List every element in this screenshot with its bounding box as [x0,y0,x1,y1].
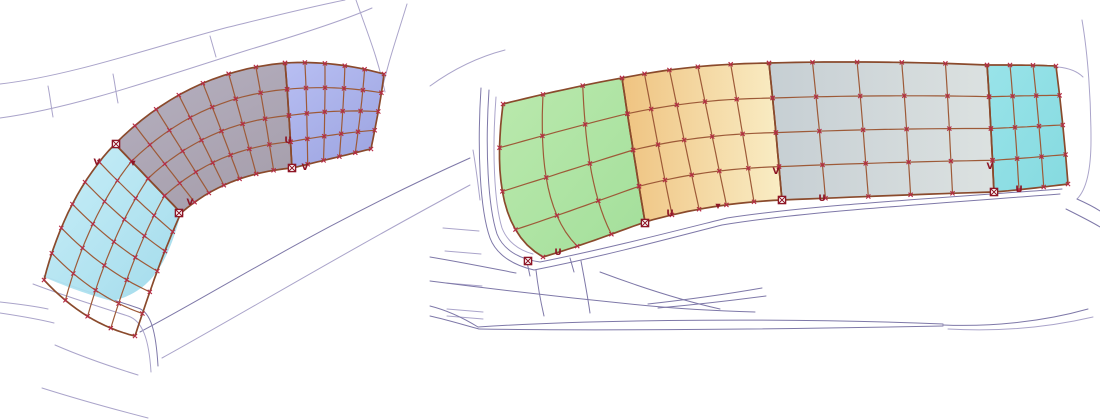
uv-direction-label: U [1015,185,1022,195]
corner-box-marker [777,195,787,205]
uv-direction-label: V [987,162,994,172]
mesh-patch-arch-cyan [44,144,181,301]
uv-direction-label: V [302,163,309,173]
car-body-wireframe-wheel-arch-view [0,0,484,419]
uv-direction-label: U [284,136,291,146]
mesh-patches-side-panel-view [499,62,1068,257]
direction-arrow-tick [130,160,136,166]
car-body-wireframe-side-panel-view [429,19,1100,331]
direction-arrow-tick [715,203,721,209]
uv-direction-label: U [666,209,673,219]
mesh-patches-wheel-arch-view [44,62,384,301]
mesh-patch-side-green [499,78,645,257]
mesh-patch-arch-blue [285,62,384,168]
mesh-patch-side-yellow [622,63,782,222]
uv-direction-label: V [773,167,780,177]
patch-corner-markers-wheel-arch-view: V V U V [94,136,309,218]
mesh-node-markers-arch-blue [282,60,387,171]
uv-direction-label: V [94,158,101,168]
corner-box-marker [523,256,533,266]
corner-box-marker [640,218,650,228]
uv-direction-label: U [554,248,561,258]
mesh-patch-side-gray [769,62,994,200]
corner-box-marker [989,187,999,197]
corner-box-marker [287,163,297,173]
patch-corner-markers-side-panel-view: U U U U V V [523,162,1023,266]
mesh-nodes-side-panel-view [497,59,1071,260]
uv-direction-label: U [818,194,825,204]
uv-direction-label: V [187,198,194,208]
corner-box-marker [111,139,121,149]
corner-box-marker [174,208,184,218]
